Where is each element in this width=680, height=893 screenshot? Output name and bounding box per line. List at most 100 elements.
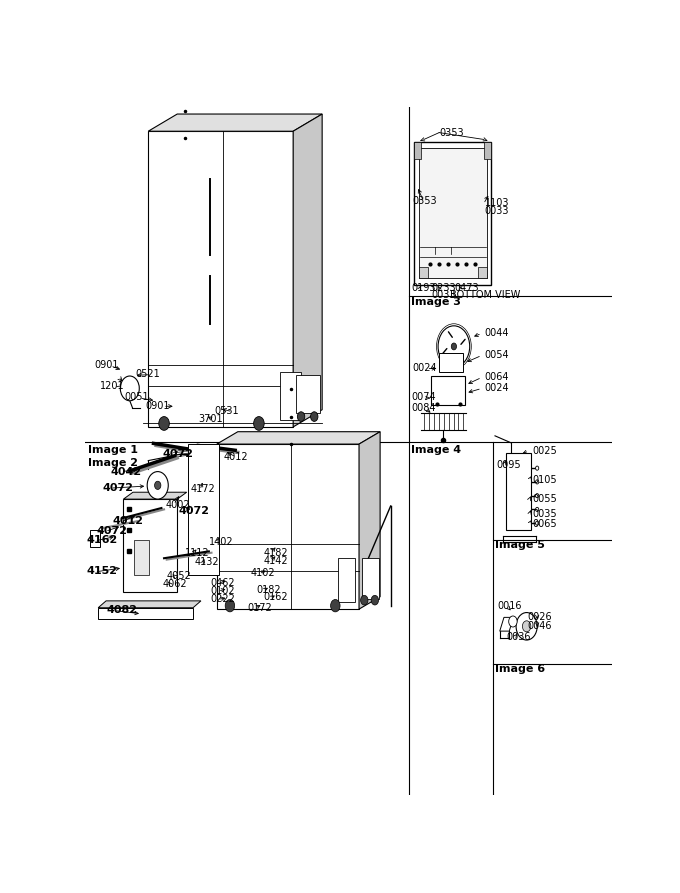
Text: 0033: 0033 bbox=[484, 206, 509, 216]
Text: 0521: 0521 bbox=[135, 369, 160, 379]
Polygon shape bbox=[293, 114, 322, 427]
Text: 4182: 4182 bbox=[263, 547, 288, 558]
Text: 0353: 0353 bbox=[439, 128, 464, 138]
Text: 4062: 4062 bbox=[163, 579, 188, 588]
Circle shape bbox=[536, 466, 539, 471]
Polygon shape bbox=[148, 114, 322, 131]
Circle shape bbox=[438, 326, 470, 367]
Circle shape bbox=[536, 494, 539, 497]
Text: Image 4: Image 4 bbox=[411, 446, 461, 455]
Text: 0095: 0095 bbox=[496, 460, 521, 470]
Text: 4132: 4132 bbox=[194, 557, 219, 567]
Text: 0044: 0044 bbox=[484, 328, 509, 338]
Text: 0036: 0036 bbox=[507, 631, 531, 641]
Bar bbox=[338, 557, 355, 602]
Text: 0222: 0222 bbox=[210, 594, 235, 604]
Circle shape bbox=[371, 596, 379, 605]
Text: BOTTOM VIEW: BOTTOM VIEW bbox=[449, 290, 520, 300]
Text: Image 3: Image 3 bbox=[411, 297, 460, 307]
Circle shape bbox=[536, 522, 539, 525]
Circle shape bbox=[120, 376, 139, 401]
Polygon shape bbox=[124, 499, 177, 592]
Text: Image 5: Image 5 bbox=[495, 540, 545, 550]
Text: 4042: 4042 bbox=[110, 467, 141, 477]
Text: 4072: 4072 bbox=[103, 483, 133, 493]
Circle shape bbox=[297, 412, 305, 421]
Circle shape bbox=[516, 613, 537, 640]
Circle shape bbox=[536, 507, 539, 512]
Text: 4072: 4072 bbox=[179, 505, 210, 516]
Circle shape bbox=[147, 472, 168, 499]
Text: 0901: 0901 bbox=[95, 360, 119, 370]
Text: 0074: 0074 bbox=[412, 392, 437, 403]
Circle shape bbox=[536, 480, 539, 484]
Circle shape bbox=[225, 599, 235, 612]
Text: 4152: 4152 bbox=[86, 566, 118, 576]
Text: 0055: 0055 bbox=[532, 494, 557, 504]
Text: 4102: 4102 bbox=[251, 568, 275, 579]
Text: 0065: 0065 bbox=[532, 519, 556, 529]
Text: Image 1: Image 1 bbox=[88, 446, 137, 455]
Polygon shape bbox=[188, 444, 220, 575]
Text: 3701: 3701 bbox=[199, 414, 223, 424]
Text: 4012: 4012 bbox=[223, 452, 248, 463]
Text: 0024: 0024 bbox=[413, 363, 437, 372]
Polygon shape bbox=[484, 141, 491, 159]
Polygon shape bbox=[217, 444, 359, 609]
Polygon shape bbox=[217, 431, 380, 444]
Text: 0162: 0162 bbox=[263, 592, 288, 603]
Circle shape bbox=[158, 416, 169, 430]
Text: Image 2: Image 2 bbox=[88, 458, 137, 468]
Polygon shape bbox=[124, 492, 187, 499]
Text: 0033: 0033 bbox=[431, 290, 456, 300]
Bar bbox=[90, 530, 100, 547]
Text: 4082: 4082 bbox=[106, 605, 137, 615]
Text: 0046: 0046 bbox=[528, 621, 552, 630]
Bar bbox=[505, 453, 531, 530]
Text: 0024: 0024 bbox=[484, 383, 509, 393]
Text: 0016: 0016 bbox=[497, 601, 522, 612]
Circle shape bbox=[254, 416, 264, 430]
Text: 0026: 0026 bbox=[528, 612, 552, 622]
Bar bbox=[296, 375, 320, 413]
Bar bbox=[134, 540, 149, 575]
Polygon shape bbox=[98, 601, 201, 608]
Polygon shape bbox=[414, 141, 421, 159]
Text: 1402: 1402 bbox=[209, 537, 233, 547]
Text: 0054: 0054 bbox=[484, 350, 509, 360]
Bar bbox=[439, 353, 463, 371]
Text: 0901: 0901 bbox=[146, 401, 170, 411]
Circle shape bbox=[360, 596, 368, 605]
Polygon shape bbox=[419, 267, 428, 278]
Circle shape bbox=[330, 599, 340, 612]
Text: 0064: 0064 bbox=[484, 371, 509, 381]
Text: 4172: 4172 bbox=[190, 485, 215, 495]
Text: Image 6: Image 6 bbox=[495, 664, 545, 674]
Text: 4002: 4002 bbox=[166, 499, 190, 510]
Circle shape bbox=[509, 616, 517, 627]
Text: 4012: 4012 bbox=[113, 516, 144, 526]
Polygon shape bbox=[477, 267, 487, 278]
Text: 1201: 1201 bbox=[100, 381, 124, 391]
Bar bbox=[419, 148, 487, 278]
Bar bbox=[414, 142, 491, 285]
Text: 0025: 0025 bbox=[532, 446, 557, 456]
Text: 4142: 4142 bbox=[263, 556, 288, 566]
Polygon shape bbox=[359, 431, 380, 609]
Bar bbox=[362, 557, 379, 599]
Circle shape bbox=[452, 343, 456, 350]
Circle shape bbox=[522, 621, 531, 632]
Text: 0473: 0473 bbox=[454, 283, 479, 293]
Text: 0353: 0353 bbox=[413, 196, 437, 206]
Text: 0084: 0084 bbox=[412, 404, 437, 413]
Text: 4052: 4052 bbox=[167, 572, 192, 581]
Text: 4162: 4162 bbox=[86, 536, 118, 546]
Bar bbox=[431, 376, 466, 405]
Text: 1103: 1103 bbox=[484, 198, 509, 208]
Circle shape bbox=[154, 481, 161, 489]
Text: 0462: 0462 bbox=[210, 578, 235, 588]
Text: 0531: 0531 bbox=[214, 406, 239, 416]
Polygon shape bbox=[148, 131, 293, 427]
Text: 0233: 0233 bbox=[431, 283, 456, 293]
Text: 1112: 1112 bbox=[185, 547, 209, 558]
